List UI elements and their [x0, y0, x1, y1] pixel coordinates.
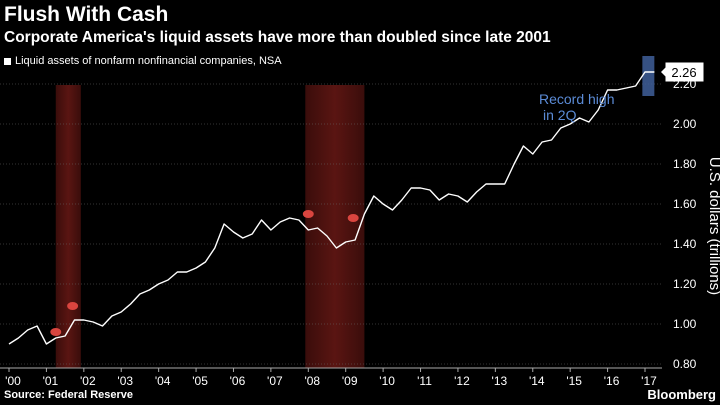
- legend: Liquid assets of nonfarm nonfinancial co…: [4, 55, 282, 67]
- y-tick-label: 1.40: [673, 237, 697, 251]
- recession-band: [305, 85, 365, 368]
- annotation-record-high-line2: in 2Q: [543, 107, 577, 123]
- x-tick-label: '12: [454, 374, 470, 388]
- x-tick-label: '13: [492, 374, 508, 388]
- x-tick-label: '10: [379, 374, 395, 388]
- x-tick-label: '14: [529, 374, 545, 388]
- value-callout-label: 2.26: [671, 65, 696, 80]
- y-tick-label: 1.00: [673, 317, 697, 331]
- x-tick-label: '07: [267, 374, 283, 388]
- x-tick-label: '16: [604, 374, 620, 388]
- y-tick-label: 1.20: [673, 277, 697, 291]
- recession-marker: [347, 214, 359, 222]
- recession-band: [55, 85, 81, 368]
- x-tick-label: '01: [43, 374, 59, 388]
- legend-label: Liquid assets of nonfarm nonfinancial co…: [15, 55, 282, 67]
- x-tick-label: '08: [304, 374, 320, 388]
- y-tick-label: 2.00: [673, 117, 697, 131]
- bloomberg-logo: Bloomberg: [647, 387, 716, 402]
- x-tick-label: '03: [117, 374, 133, 388]
- x-tick-label: '06: [230, 374, 246, 388]
- x-tick-label: '09: [342, 374, 358, 388]
- y-tick-label: 1.80: [673, 157, 697, 171]
- x-tick-label: '15: [566, 374, 582, 388]
- annotation-record-high: Record high: [539, 91, 615, 107]
- x-tick-label: '17: [641, 374, 657, 388]
- y-axis-title: U.S. dollars (trillions): [706, 157, 720, 295]
- recession-marker: [50, 328, 62, 336]
- x-tick-label: '02: [80, 374, 96, 388]
- x-tick-label: '05: [192, 374, 208, 388]
- recession-marker: [67, 302, 79, 310]
- series-line: [8, 71, 655, 345]
- chart-subtitle: Corporate America's liquid assets have m…: [4, 29, 551, 46]
- x-tick-label: '00: [5, 374, 21, 388]
- recession-marker: [302, 210, 314, 218]
- chart-title: Flush With Cash: [4, 3, 169, 26]
- y-tick-label: 0.80: [673, 357, 697, 371]
- x-tick-label: '04: [155, 374, 171, 388]
- record-highlight: [642, 56, 655, 96]
- source-note: Source: Federal Reserve: [4, 389, 134, 401]
- y-tick-label: 1.60: [673, 197, 697, 211]
- legend-swatch: [4, 57, 11, 65]
- x-tick-label: '11: [417, 374, 432, 388]
- value-callout-pointer: [661, 67, 666, 77]
